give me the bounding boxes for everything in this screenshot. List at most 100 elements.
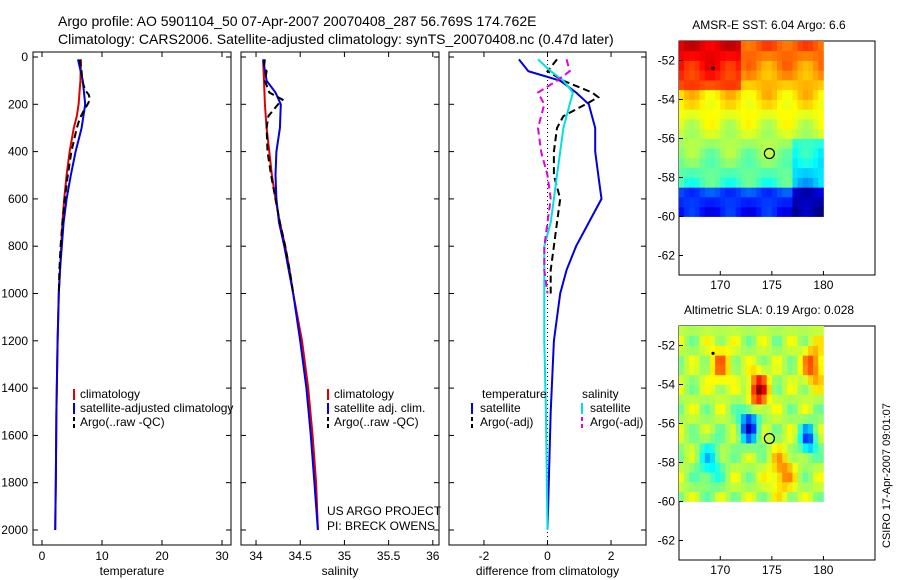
- map-cell: [787, 433, 793, 444]
- map-cell: [699, 345, 706, 356]
- map-cell: [818, 433, 824, 444]
- map-cell: [679, 355, 685, 366]
- y-tick-label: 1400: [1, 381, 28, 395]
- map-cell: [720, 41, 726, 52]
- map-cell: [792, 148, 799, 159]
- map-cell: [818, 197, 824, 208]
- map-cell: [771, 345, 778, 356]
- map-cell: [771, 443, 778, 454]
- map-cell: [704, 177, 711, 188]
- map-cell: [699, 423, 706, 434]
- map-cell: [771, 197, 778, 208]
- map-cell: [766, 345, 773, 356]
- series-salinity-satellite: [537, 58, 574, 531]
- map-cell: [704, 394, 711, 405]
- map-cell: [761, 404, 768, 415]
- map-cell: [679, 60, 685, 71]
- map-cell: [699, 109, 706, 120]
- map-cell: [766, 148, 773, 159]
- map-cell: [709, 443, 716, 454]
- map-cell: [735, 384, 742, 395]
- map-cell: [813, 462, 819, 473]
- sst-map: AMSR-E SST: 6.04 Argo: 6.6 170 175 180 -52 -5…: [658, 18, 876, 292]
- map-cell: [715, 206, 721, 217]
- map-cell: [766, 472, 773, 483]
- map-cell: [740, 365, 747, 376]
- map-cell: [709, 394, 716, 405]
- map-cell: [746, 50, 752, 61]
- map-cell: [807, 80, 814, 91]
- map-cell: [777, 128, 783, 139]
- map-cell: [679, 148, 685, 159]
- map-cell: [777, 119, 783, 130]
- map-cell: [792, 452, 799, 463]
- map-cell: [684, 365, 690, 376]
- map-cell: [704, 472, 711, 483]
- map-cell: [807, 423, 814, 434]
- y-tick-label: 1000: [1, 287, 28, 301]
- map-cell: [720, 452, 726, 463]
- map-cell: [684, 89, 690, 100]
- map-cell: [746, 355, 752, 366]
- map-cell: [689, 119, 695, 130]
- map-cell: [756, 80, 762, 91]
- map-cell: [694, 452, 701, 463]
- map-cell: [777, 70, 783, 81]
- map-cell: [704, 148, 711, 159]
- map-cell: [684, 491, 690, 502]
- map-cell: [792, 326, 799, 337]
- map-cell: [813, 148, 819, 159]
- map-cell: [771, 462, 778, 473]
- map-cell: [756, 187, 762, 198]
- map-cell: [679, 158, 685, 169]
- map-cell: [797, 491, 804, 502]
- map-cell: [802, 70, 809, 81]
- map-cell: [761, 423, 768, 434]
- map-cell: [730, 413, 737, 424]
- map-cell: [715, 462, 721, 473]
- map-cell: [689, 443, 695, 454]
- map-cell: [807, 413, 814, 424]
- map-cell: [740, 50, 747, 61]
- map-cell: [756, 365, 762, 376]
- map-cell: [725, 128, 731, 139]
- map-cell: [797, 335, 804, 346]
- map-cell: [797, 365, 804, 376]
- map-cell: [813, 482, 819, 493]
- map-cell: [689, 326, 695, 337]
- map-cell: [766, 70, 773, 81]
- map-cell: [694, 138, 701, 149]
- map-cell: [782, 326, 788, 337]
- map-cell: [689, 413, 695, 424]
- map-cell: [735, 335, 742, 346]
- map-cell: [756, 345, 762, 356]
- map-cell: [813, 374, 819, 385]
- map-cell: [777, 99, 783, 110]
- map-x-tick-label: 170: [710, 278, 730, 292]
- map-cell: [802, 80, 809, 91]
- map-cell: [787, 443, 793, 454]
- map-cell: [813, 128, 819, 139]
- map-cell: [751, 128, 757, 139]
- map-cell: [699, 326, 706, 337]
- map-cell: [679, 70, 685, 81]
- map-cell: [720, 89, 726, 100]
- map-cell: [694, 413, 701, 424]
- map-cell: [777, 374, 783, 385]
- map-cell: [818, 70, 824, 81]
- map-cell: [766, 394, 773, 405]
- map-cell: [797, 167, 804, 178]
- map-cell: [730, 197, 737, 208]
- map-cell: [818, 128, 824, 139]
- legend-label: satellite: [590, 401, 631, 415]
- map-cell: [756, 335, 762, 346]
- legend-label: satellite adj. clim.: [334, 401, 425, 415]
- map-cell: [679, 206, 685, 217]
- map-cell: [735, 80, 742, 91]
- map-cell: [797, 384, 804, 395]
- map-cell: [782, 41, 788, 52]
- map-cell: [679, 394, 685, 405]
- map-cell: [679, 413, 685, 424]
- map-cell: [720, 187, 726, 198]
- map-cell: [751, 365, 757, 376]
